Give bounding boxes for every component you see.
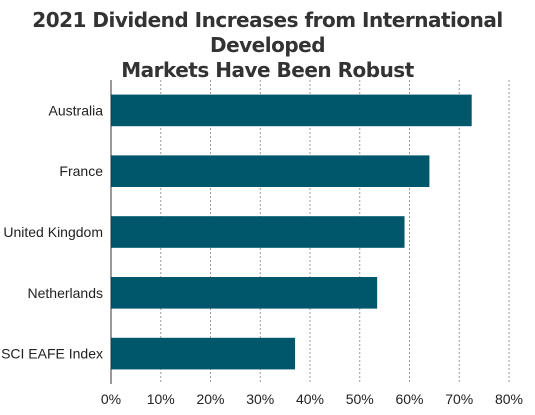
x-tick-label-50: 50% <box>346 391 374 407</box>
bar-msci-eafe-index <box>111 337 296 370</box>
bar-france <box>111 155 430 188</box>
category-label-msci-eafe-index: MSCI EAFE Index <box>0 346 103 362</box>
x-tick-label-10: 10% <box>147 391 175 407</box>
x-tick-label-60: 60% <box>395 391 423 407</box>
category-label-netherlands: Netherlands <box>28 285 104 301</box>
bar-netherlands <box>111 276 378 309</box>
category-label-united-kingdom: United Kingdom <box>3 224 103 240</box>
x-tick-label-40: 40% <box>296 391 324 407</box>
bars <box>111 94 472 370</box>
x-tick-labels: 0% 10% 20% 30% 40% 50% 60% 70% 80% <box>101 391 523 407</box>
x-tick-label-30: 30% <box>246 391 274 407</box>
category-labels: Australia France United Kingdom Netherlands… <box>0 102 103 361</box>
bar-united-kingdom <box>111 216 405 248</box>
chart-title: 2021 Dividend Increases from Internation… <box>0 8 535 83</box>
chart-title-line-1: 2021 Dividend Increases from Internation… <box>32 8 503 57</box>
x-tick-label-80: 80% <box>495 391 523 407</box>
x-tick-label-70: 70% <box>445 391 473 407</box>
bar-australia <box>111 94 472 127</box>
x-tick-label-20: 20% <box>196 391 224 407</box>
category-label-australia: Australia <box>49 102 104 118</box>
chart-title-line-2: Markets Have Been Robust <box>121 58 414 82</box>
x-tick-label-0: 0% <box>101 391 121 407</box>
category-label-france: France <box>59 163 103 179</box>
